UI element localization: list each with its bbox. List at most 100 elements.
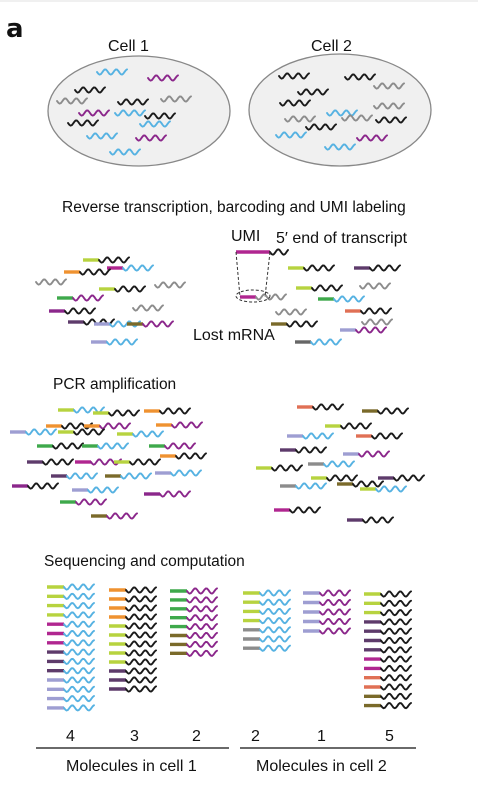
pcr-molecule-cell2-transcript <box>362 516 394 524</box>
read-cell2-col2-transcript <box>319 598 351 607</box>
cell-1-mrna <box>114 109 146 117</box>
count-cell1-col3: 2 <box>192 728 201 745</box>
cell-2-label: Cell 2 <box>311 38 352 55</box>
pcr-molecule-cell1-transcript <box>159 407 191 415</box>
lost-mrna-cell1 <box>132 304 164 312</box>
pcr-molecule-cell2-transcript <box>377 407 409 415</box>
read-cell1-col1-transcript <box>63 629 95 638</box>
read-cell1-col3-transcript <box>186 640 218 649</box>
read-cell2-col2-transcript <box>319 627 351 635</box>
pcr-molecule-cell1-transcript <box>159 490 191 498</box>
read-cell2-col1-transcript <box>259 635 291 643</box>
labeled-molecule-cell1-transcript <box>98 256 130 264</box>
cell-2-mrna <box>373 82 405 90</box>
pcr-molecule-cell1-transcript <box>106 512 138 520</box>
read-cell2-col3-transcript <box>380 646 412 654</box>
read-cell1-col1-transcript <box>63 657 95 666</box>
lost-mrna-cell1 <box>154 281 186 289</box>
lost-mrna-cell2 <box>359 282 391 290</box>
axis-label-cell2: Molecules in cell 2 <box>256 758 387 775</box>
labeled-molecule-cell2-transcript <box>310 338 342 346</box>
step-reverse-transcription: Reverse transcription, barcoding and UMI… <box>62 199 406 216</box>
pcr-molecule-cell2-transcript <box>302 432 334 440</box>
read-cell1-col1-transcript <box>63 695 95 703</box>
pcr-molecule-cell1-transcript <box>61 422 93 430</box>
read-cell2-col2-transcript <box>319 617 351 626</box>
cell-2-mrna <box>324 143 356 151</box>
cell-1-mrna <box>56 97 88 105</box>
read-cell2-col3-transcript <box>380 674 412 682</box>
read-cell1-col1-transcript <box>63 592 95 600</box>
read-cell1-col1-transcript <box>63 676 95 684</box>
read-cell2-col3-transcript <box>380 618 412 626</box>
cell-1-mrna <box>78 109 110 117</box>
read-cell2-col3-transcript <box>380 702 412 710</box>
five-prime-end-label: 5′ end of transcript <box>276 230 408 247</box>
panel-label: a <box>6 14 24 44</box>
cell-2-mrna <box>297 88 329 96</box>
labeled-molecule-cell1-transcript <box>64 307 96 315</box>
read-cell1-col2-transcript <box>125 613 157 621</box>
read-cell2-col3-transcript <box>380 627 412 635</box>
read-cell1-col2-transcript <box>125 685 157 693</box>
step-pcr-amplification: PCR amplification <box>53 376 177 393</box>
cell-1-mrna <box>144 112 176 120</box>
pcr-molecule-cell2-transcript <box>312 403 344 411</box>
pcr-molecule-cell1-transcript <box>52 442 84 450</box>
pcr-molecule-cell1-transcript <box>66 472 98 480</box>
read-cell2-col1-transcript <box>259 589 291 597</box>
read-cell1-col2-transcript <box>125 631 157 639</box>
read-cell2-col2-transcript <box>319 589 351 597</box>
labeled-molecule-cell2-transcript <box>286 320 318 328</box>
read-cell1-col2-transcript <box>125 595 157 603</box>
cell-1-mrna <box>160 95 192 103</box>
cell-2-mrna <box>278 72 310 80</box>
cell-2-mrna <box>279 99 311 107</box>
pcr-molecule-cell2-transcript <box>375 485 407 493</box>
cell-1-mrna <box>135 134 167 142</box>
read-cell2-col1-transcript <box>259 607 291 616</box>
read-cell1-col3-transcript <box>186 587 218 595</box>
pcr-molecule-cell1-transcript <box>120 472 152 480</box>
read-cell2-col3-transcript <box>380 692 412 700</box>
cell-2-mrna <box>275 131 307 139</box>
read-cell1-col1-transcript <box>63 639 95 647</box>
pcr-molecule-cell1-transcript <box>132 430 164 438</box>
pcr-molecule-cell1-transcript <box>129 458 161 466</box>
count-cell2-col1: 2 <box>251 728 260 745</box>
pcr-molecule-cell1-transcript <box>175 452 207 460</box>
read-cell1-col2-transcript <box>125 640 157 648</box>
pcr-molecule-cell1-transcript <box>108 409 140 417</box>
umi-callout-line-left <box>235 251 241 298</box>
read-cell1-col3-transcript <box>186 649 218 657</box>
cell-1-label: Cell 1 <box>108 38 149 55</box>
cell-2-mrna <box>375 116 407 124</box>
read-cell2-col1-transcript <box>259 626 291 634</box>
cell-2-mrna <box>344 73 376 81</box>
lost-mrna-cell1 <box>35 278 67 286</box>
labeled-molecule-cell1-transcript <box>79 268 111 276</box>
read-cell1-col2-transcript <box>125 649 157 657</box>
read-cell1-col3-transcript <box>186 614 218 622</box>
pcr-molecule-cell1-transcript <box>171 421 203 429</box>
read-cell2-col3-transcript <box>380 683 412 691</box>
cell-2-mrna <box>341 114 373 122</box>
read-cell2-col3-transcript <box>380 636 412 645</box>
labeled-molecule-cell2-transcript <box>255 293 287 301</box>
umi-label: UMI <box>231 228 261 245</box>
labeled-molecule-cell1-transcript <box>72 294 104 302</box>
lost-mrna-cell2 <box>275 308 307 316</box>
read-cell1-col3-transcript <box>186 596 218 604</box>
cell-1-ellipse <box>47 55 231 167</box>
read-cell1-col3-transcript <box>186 623 218 631</box>
pcr-molecule-cell2-transcript <box>295 482 327 490</box>
pcr-molecule-cell2-transcript <box>271 464 303 472</box>
read-cell2-col1-transcript <box>259 617 291 625</box>
pcr-molecule-cell1-transcript <box>25 428 57 436</box>
read-cell1-col3-transcript <box>186 605 218 613</box>
read-cell1-col2-transcript <box>125 658 157 666</box>
pcr-molecule-cell2-transcript <box>323 460 355 468</box>
pcr-molecule-cell1-transcript <box>170 469 202 477</box>
read-cell1-col2-transcript <box>125 676 157 684</box>
pcr-molecule-cell1-transcript <box>75 498 107 506</box>
